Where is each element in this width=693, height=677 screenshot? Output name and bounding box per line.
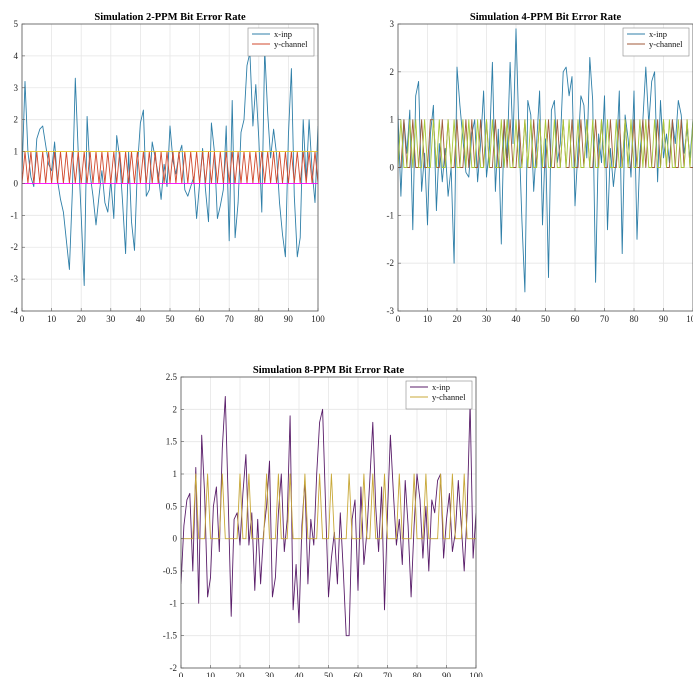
x-tick-label: 10 (47, 314, 57, 324)
series-line-y-channel (181, 473, 476, 540)
x-tick-label: 50 (166, 314, 176, 324)
y-tick-label: -3 (387, 306, 395, 316)
legend-box (622, 27, 690, 57)
x-tick-label: 60 (354, 671, 364, 677)
x-tick-label: 100 (686, 314, 693, 324)
x-tick-label: 70 (225, 314, 235, 324)
x-tick-label: 40 (512, 314, 522, 324)
y-tick-label: -1 (170, 598, 178, 608)
x-tick-label: 70 (600, 314, 610, 324)
y-tick-label: 3 (14, 83, 19, 93)
y-tick-label: -1 (11, 210, 19, 220)
y-tick-label: -2 (11, 242, 19, 252)
x-tick-label: 100 (469, 671, 483, 677)
x-tick-label: 10 (423, 314, 433, 324)
legend-entry: x-inp (432, 382, 450, 392)
x-tick-label: 100 (311, 314, 325, 324)
y-tick-label: -1.5 (163, 631, 178, 641)
y-tick-label: 0 (390, 163, 395, 173)
chart-title: Simulation 4-PPM Bit Error Rate (470, 12, 622, 23)
chart-8ppm: 0 10 20 30 40 50 60 70 80 90 100 -2 -1.5 -1 -0.5 0 0.5 1 1… (163, 365, 484, 677)
chart-title: Simulation 8-PPM Bit Error Rate (253, 365, 405, 376)
legend-box (405, 380, 473, 410)
y-tick-label: 4 (14, 51, 19, 61)
y-tick-label: 3 (390, 19, 395, 29)
x-tick-label: 90 (442, 671, 452, 677)
x-tick-label: 50 (541, 314, 551, 324)
x-tick-label: 0 (20, 314, 25, 324)
y-tick-label: -2 (387, 258, 395, 268)
y-tick-label: 5 (14, 19, 19, 29)
x-tick-label: 80 (630, 314, 640, 324)
x-tick-label: 80 (413, 671, 423, 677)
x-tick-label: 40 (295, 671, 305, 677)
y-tick-label: 0 (173, 534, 178, 544)
x-tick-label: 30 (482, 314, 492, 324)
series-line-x-inp (22, 49, 318, 286)
x-tick-label: 20 (77, 314, 87, 324)
y-tick-label: 1 (14, 147, 19, 157)
legend-box (247, 27, 315, 57)
x-tick-label: 20 (453, 314, 463, 324)
x-tick-label: 60 (571, 314, 581, 324)
x-tick-label: 10 (206, 671, 216, 677)
x-tick-label: 0 (179, 671, 184, 677)
x-tick-label: 20 (236, 671, 246, 677)
y-tick-label: 2 (173, 404, 178, 414)
x-tick-label: 40 (136, 314, 146, 324)
legend-entry: x-inp (649, 29, 667, 39)
y-tick-label: 2 (14, 115, 19, 125)
x-tick-label: 90 (284, 314, 294, 324)
y-tick-label: -4 (11, 306, 19, 316)
y-tick-label: -0.5 (163, 566, 178, 576)
x-tick-label: 30 (265, 671, 275, 677)
y-tick-label: -2 (170, 663, 178, 673)
y-tick-label: 2.5 (166, 372, 178, 382)
series-line-x-inp (398, 28, 693, 293)
x-tick-label: 50 (324, 671, 334, 677)
y-tick-label: 0 (14, 178, 19, 188)
legend-entry: y-channel (649, 39, 683, 49)
legend-entry: y-channel (274, 39, 308, 49)
y-tick-label: -3 (11, 274, 19, 284)
y-tick-label: 1 (390, 115, 395, 125)
legend-entry: x-inp (274, 29, 292, 39)
y-tick-label: 1.5 (166, 437, 178, 447)
x-tick-label: 60 (195, 314, 205, 324)
chart-title: Simulation 2-PPM Bit Error Rate (94, 12, 246, 23)
x-tick-label: 0 (396, 314, 401, 324)
chart-4ppm: 0 10 20 30 40 50 60 70 80 90 100 -3 -2 -1 0 1 2 3 Simulati… (387, 12, 693, 324)
series-line-x-inp (181, 395, 476, 637)
x-tick-label: 90 (659, 314, 669, 324)
y-tick-label: 0.5 (166, 501, 178, 511)
legend-entry: y-channel (432, 392, 466, 402)
y-tick-label: 1 (173, 469, 178, 479)
chart-2ppm: 0 10 20 30 40 50 60 70 80 90 100 -4 -3 -2 -1 0 1 2 3 4 5 Simu… (11, 12, 326, 324)
x-tick-label: 70 (383, 671, 393, 677)
x-tick-label: 80 (254, 314, 264, 324)
x-tick-label: 30 (106, 314, 116, 324)
y-tick-label: -1 (387, 210, 395, 220)
y-tick-label: 2 (390, 67, 395, 77)
series-line-aux-2 (398, 119, 693, 168)
